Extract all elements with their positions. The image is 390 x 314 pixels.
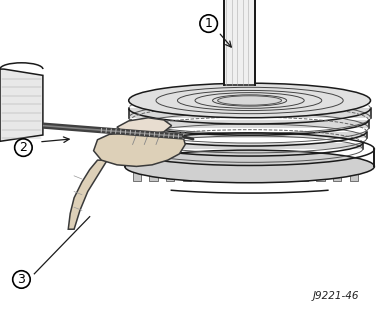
- Polygon shape: [117, 118, 172, 134]
- Bar: [316, 163, 324, 181]
- Bar: [199, 163, 207, 181]
- Bar: [149, 163, 158, 181]
- Text: 1: 1: [205, 17, 213, 30]
- FancyBboxPatch shape: [131, 120, 369, 128]
- Bar: [250, 163, 258, 181]
- Bar: [350, 163, 358, 181]
- Ellipse shape: [218, 96, 282, 105]
- Bar: [216, 163, 224, 181]
- Bar: [183, 163, 191, 181]
- Bar: [166, 163, 174, 181]
- Bar: [133, 163, 141, 181]
- Bar: [266, 163, 275, 181]
- Bar: [233, 163, 241, 181]
- Bar: [224, 0, 255, 85]
- Polygon shape: [0, 69, 43, 141]
- Bar: [333, 163, 341, 181]
- Polygon shape: [94, 133, 185, 166]
- FancyBboxPatch shape: [136, 143, 363, 149]
- Bar: [283, 163, 291, 181]
- FancyBboxPatch shape: [133, 132, 367, 138]
- Ellipse shape: [129, 83, 370, 118]
- Text: 3: 3: [18, 273, 25, 286]
- Text: 2: 2: [20, 141, 27, 154]
- Bar: [300, 163, 308, 181]
- Polygon shape: [68, 160, 107, 229]
- Ellipse shape: [125, 150, 374, 183]
- FancyBboxPatch shape: [129, 108, 370, 118]
- Text: J9221-46: J9221-46: [312, 291, 359, 301]
